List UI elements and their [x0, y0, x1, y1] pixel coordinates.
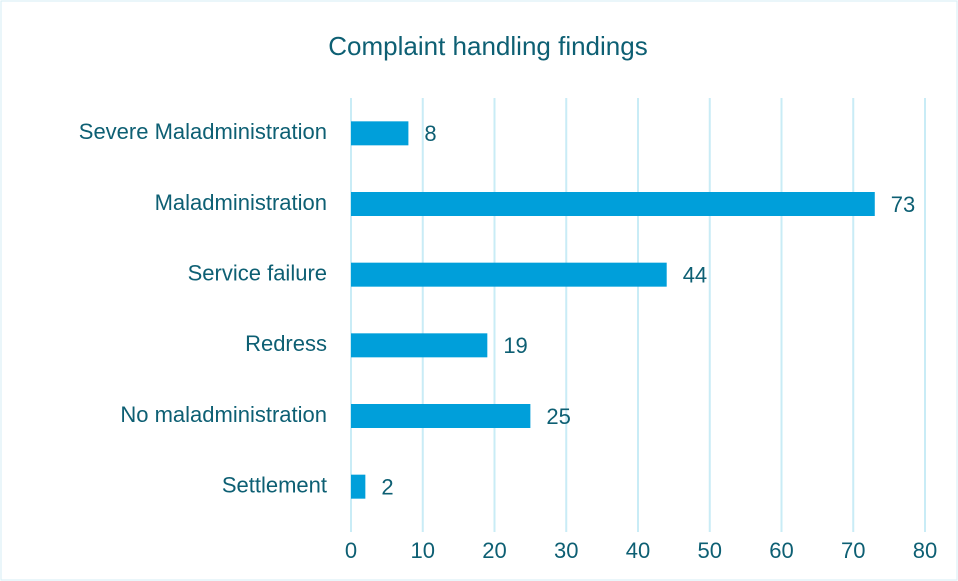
x-tick-label: 10 — [411, 538, 435, 563]
data-label: 8 — [424, 121, 436, 146]
x-tick-label: 60 — [769, 538, 793, 563]
x-tick-label: 40 — [626, 538, 650, 563]
data-label: 44 — [683, 262, 707, 287]
x-tick-label: 70 — [841, 538, 865, 563]
x-tick-label: 80 — [913, 538, 937, 563]
x-tick-label: 20 — [482, 538, 506, 563]
bar — [351, 121, 409, 146]
y-tick-label: No maladministration — [120, 402, 327, 427]
data-label: 73 — [891, 192, 915, 217]
bar — [351, 192, 875, 216]
y-tick-label: Maladministration — [155, 190, 327, 215]
x-tick-label: 30 — [554, 538, 578, 563]
y-tick-label: Service failure — [188, 260, 327, 285]
bar — [351, 262, 667, 287]
chart-title: Complaint handling findings — [328, 31, 647, 61]
bar — [351, 333, 488, 358]
bar — [351, 474, 366, 499]
data-label: 2 — [381, 474, 393, 499]
data-label: 25 — [546, 404, 570, 429]
y-tick-label: Redress — [245, 331, 327, 356]
x-tick-label: 0 — [345, 538, 357, 563]
y-tick-label: Settlement — [222, 472, 327, 497]
y-tick-label: Severe Maladministration — [79, 119, 327, 144]
x-tick-label: 50 — [698, 538, 722, 563]
bar — [351, 404, 531, 428]
data-label: 19 — [503, 333, 527, 358]
